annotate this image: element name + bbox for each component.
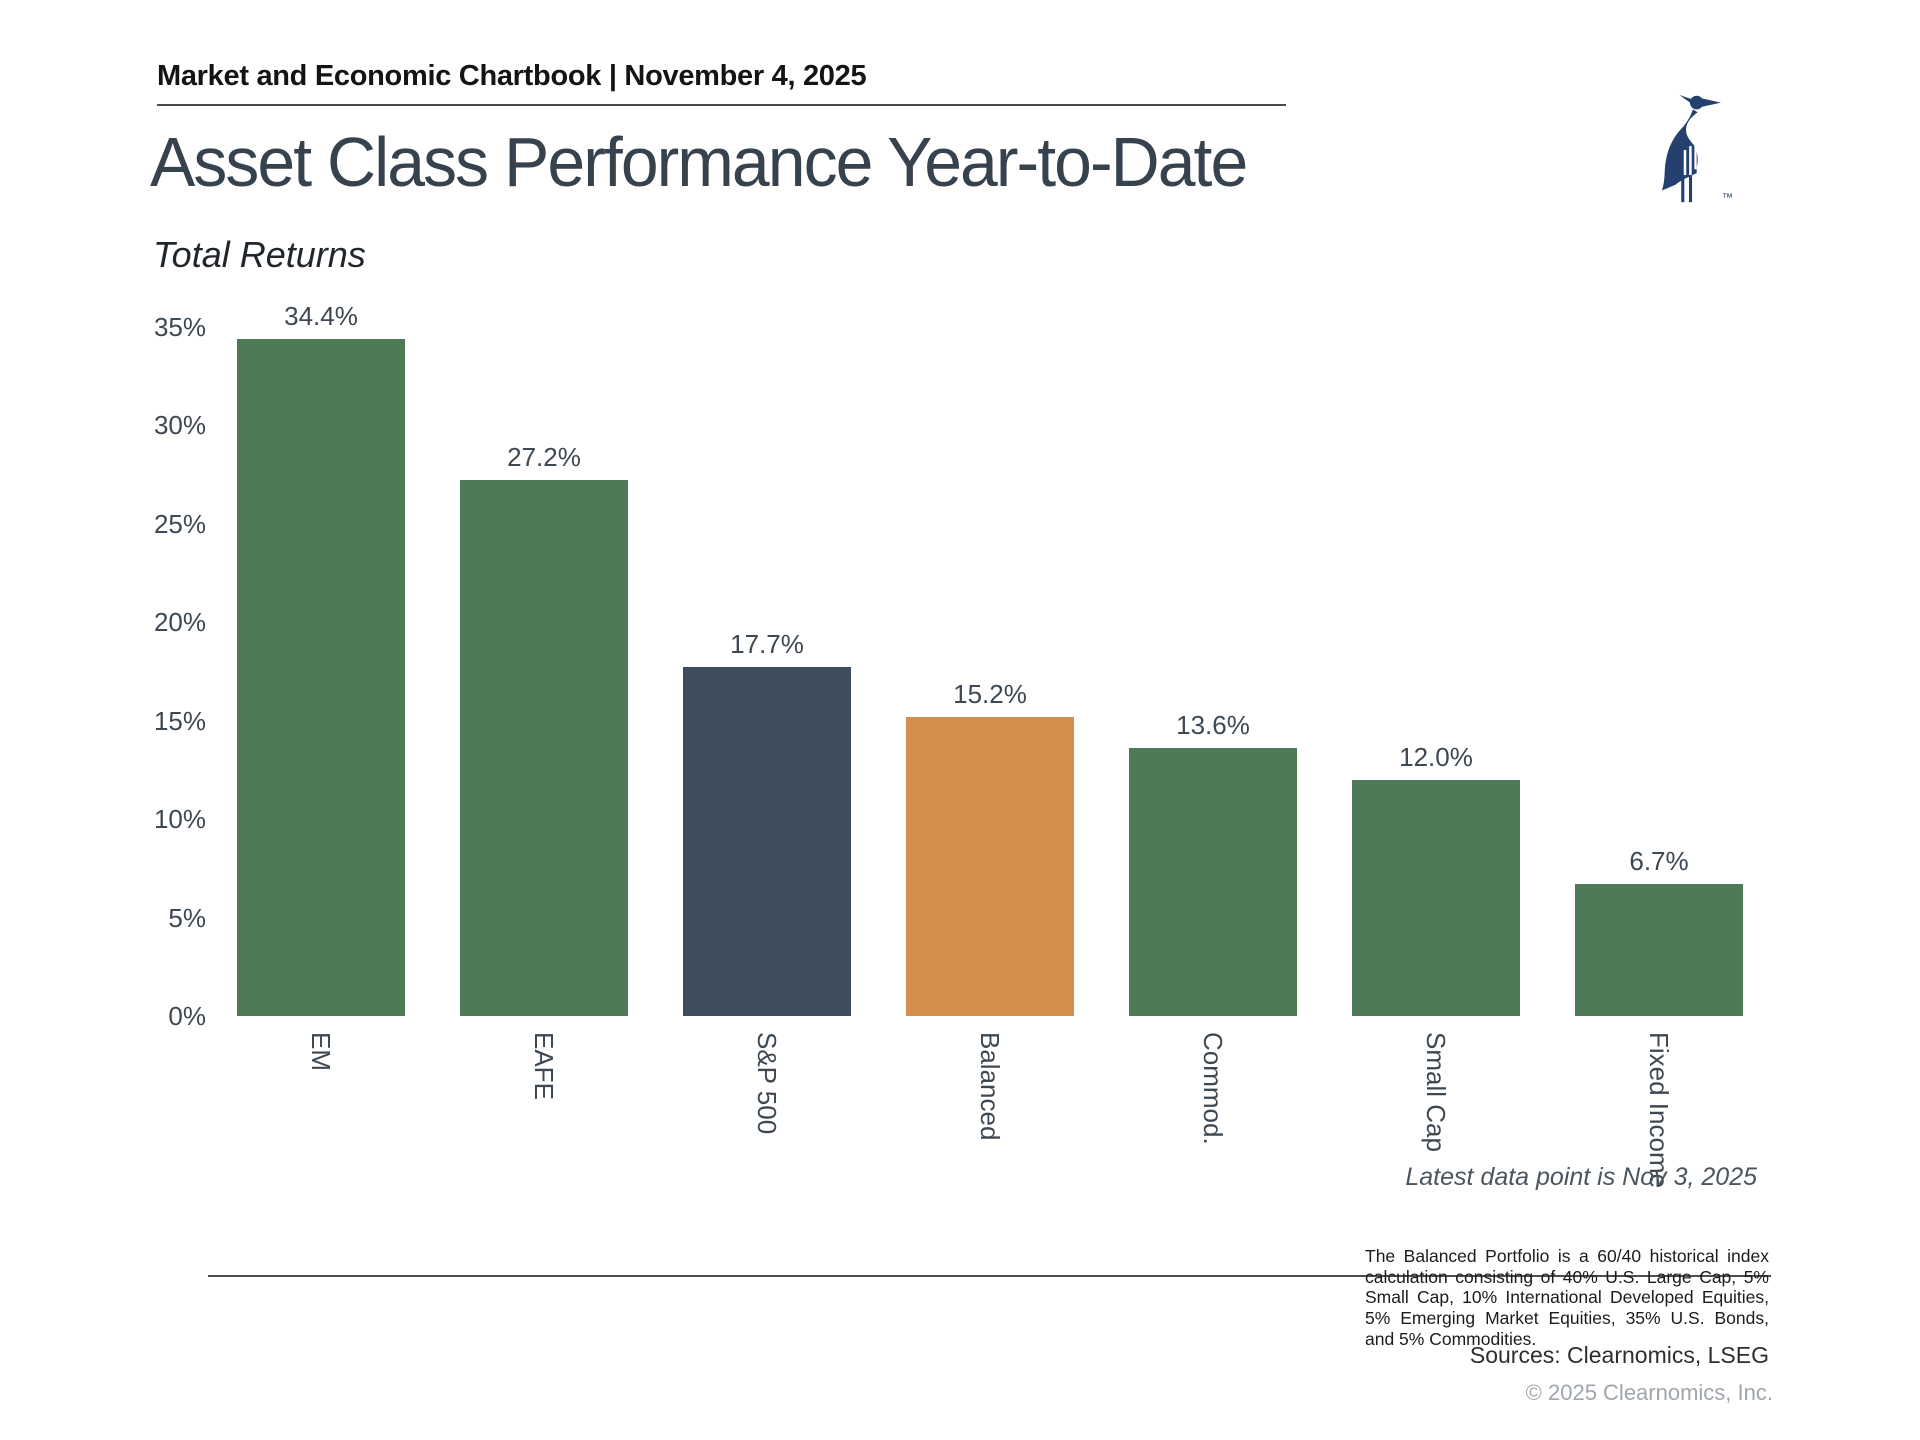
y-axis-tick-label: 10% xyxy=(153,804,206,835)
bar-eafe xyxy=(460,480,628,1016)
y-axis-tick-label: 5% xyxy=(168,902,206,933)
bar-value-label: 17.7% xyxy=(730,629,804,660)
x-axis-label: Commod. xyxy=(1198,1032,1228,1145)
bar-value-label: 15.2% xyxy=(953,678,1027,709)
report-header: Market and Economic Chartbook | November… xyxy=(157,60,867,92)
x-axis-label: EAFE xyxy=(529,1032,559,1100)
bar-commod xyxy=(1129,748,1297,1016)
page-title: Asset Class Performance Year-to-Date xyxy=(150,123,1248,201)
x-axis-label: Fixed Income xyxy=(1644,1032,1674,1189)
x-axis-baseline xyxy=(208,1275,1771,1277)
header-divider xyxy=(157,104,1286,106)
bar-chart: 0% 5% 10% 15% 20% 25% 30% 35% 34.4% 27.2% 17.7% 15… xyxy=(0,260,1920,1277)
page-subtitle: Total Returns xyxy=(153,234,366,275)
x-axis-label: EM xyxy=(306,1032,336,1071)
latest-data-note: Latest data point is Nov 3, 2025 xyxy=(1405,1163,1757,1191)
heron-icon xyxy=(1661,94,1721,203)
x-axis-label: Balanced xyxy=(975,1032,1005,1141)
y-axis-tick-label: 20% xyxy=(153,607,206,638)
bar-value-label: 34.4% xyxy=(284,300,358,331)
y-axis-tick-label: 30% xyxy=(153,410,206,441)
y-axis-tick-label: 0% xyxy=(168,1001,206,1031)
clearnomics-heron-logo xyxy=(1654,90,1722,206)
bar-s-p-500 xyxy=(683,667,851,1016)
bar-fixed-income xyxy=(1575,884,1743,1016)
bar-value-label: 6.7% xyxy=(1629,846,1689,877)
bar-em xyxy=(237,338,405,1016)
logo-trademark: ™ xyxy=(1722,192,1733,204)
x-axis-label: Small Cap xyxy=(1421,1032,1451,1152)
bar-value-label: 27.2% xyxy=(507,442,581,473)
bar-value-label: 13.6% xyxy=(1176,710,1250,741)
copyright-line: © 2025 Clearnomics, Inc. xyxy=(1525,1380,1773,1405)
x-axis-label: S&P 500 xyxy=(752,1032,782,1135)
bar-value-label: 12.0% xyxy=(1399,741,1473,772)
balanced-portfolio-footnote: The Balanced Portfolio is a 60/40 histor… xyxy=(1365,1246,1769,1349)
bar-small-cap xyxy=(1352,779,1520,1016)
y-axis-tick-label: 25% xyxy=(153,508,206,539)
sources-line: Sources: Clearnomics, LSEG xyxy=(1469,1342,1769,1368)
bar-balanced xyxy=(906,716,1074,1016)
y-axis-tick-label: 15% xyxy=(153,705,206,736)
y-axis-tick-label: 35% xyxy=(153,311,206,342)
